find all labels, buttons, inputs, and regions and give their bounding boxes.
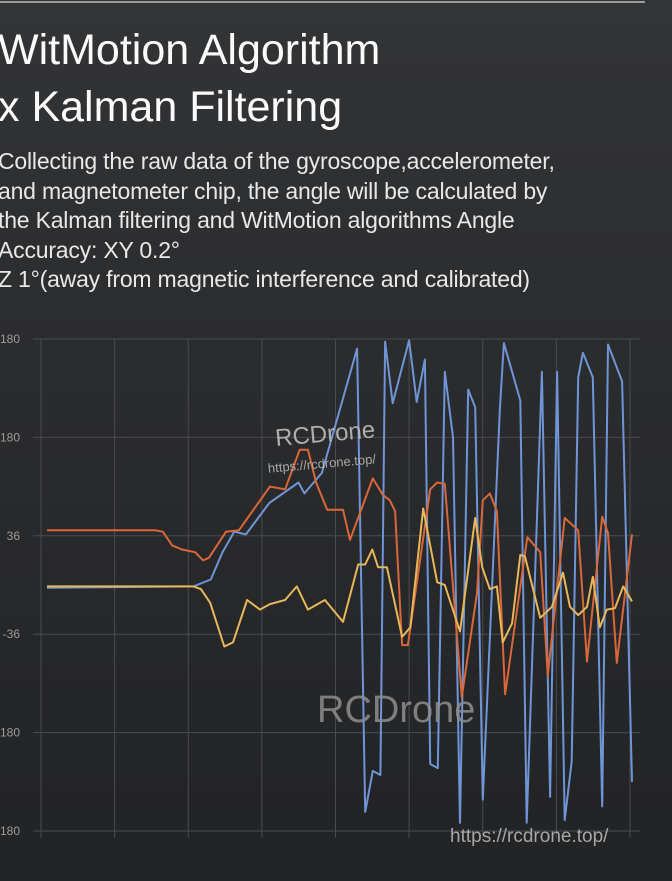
description-line: Accuracy: XY 0.2° bbox=[0, 236, 180, 263]
y-tick-label: -36 bbox=[3, 627, 21, 641]
watermark-small: RCDrone https://rcdrone.top/ bbox=[267, 416, 377, 475]
top-divider bbox=[0, 1, 645, 3]
watermark-bottom-url: https://rcdrone.top/ bbox=[450, 826, 609, 847]
page-title: WitMotion Algorithm x Kalman Filtering bbox=[0, 22, 380, 136]
description-line: Collecting the raw data of the gyroscope… bbox=[0, 148, 555, 174]
series-line-3 bbox=[47, 507, 633, 648]
y-tick-label: 180 bbox=[0, 430, 20, 444]
series-line-1 bbox=[46, 339, 633, 824]
chart-series bbox=[46, 339, 633, 824]
watermark-large: RCDrone bbox=[317, 689, 475, 731]
series-line-2 bbox=[47, 448, 633, 699]
description-line: and magnetometer chip, the angle will be… bbox=[0, 177, 548, 204]
title-line-2: x Kalman Filtering bbox=[0, 83, 343, 131]
y-tick-label: 180 bbox=[0, 332, 20, 346]
description-line: Z 1°(away from magnetic interference and… bbox=[0, 266, 530, 293]
y-tick-label: 180 bbox=[0, 824, 20, 838]
y-tick-label: 180 bbox=[0, 726, 20, 740]
y-tick-label: 36 bbox=[7, 529, 21, 543]
y-axis-ticks: 180 180 36 -36 180 180 bbox=[0, 332, 20, 838]
description: Collecting the raw data of the gyroscope… bbox=[0, 147, 555, 295]
watermark-brand: RCDrone bbox=[274, 416, 376, 452]
title-line-1: WitMotion Algorithm bbox=[0, 26, 381, 74]
description-line: the Kalman filtering and WitMotion algor… bbox=[0, 207, 515, 234]
